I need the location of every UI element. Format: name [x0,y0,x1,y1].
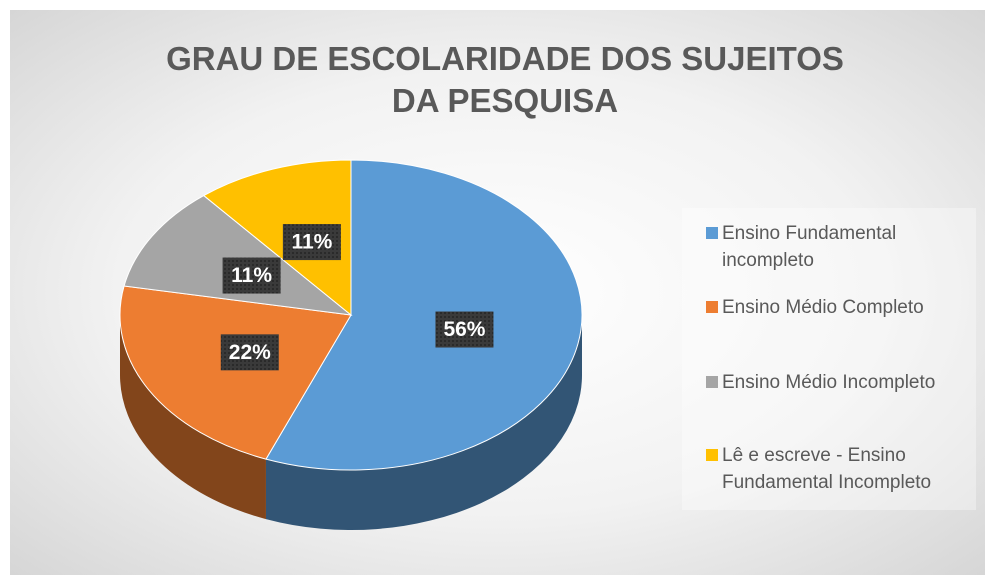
data-label: 11% [231,264,272,287]
pie-slice [265,159,583,471]
pie-slice [202,159,352,317]
data-label-box [222,257,281,294]
pie-side [265,315,582,530]
data-label-box [435,311,494,348]
data-label: 11% [291,231,332,254]
legend-label: Ensino Médio Incompleto [722,372,936,393]
legend-label: Ensino Fundamental incompleto [722,223,897,271]
data-label: 56% [443,318,485,341]
data-label: 22% [229,341,271,364]
legend-label: Ensino Médio Completo [722,297,924,318]
data-label-box [220,334,279,371]
legend-swatch [706,301,718,313]
pie-slice [123,194,353,316]
legend: Ensino Fundamental incompleto Ensino Médi… [682,208,976,510]
data-label-box [282,224,341,261]
legend-swatch [706,227,718,239]
pie-side [120,315,266,520]
pie-slice [119,285,352,460]
legend-swatch [706,449,718,461]
chart-title: GRAU DE ESCOLARIDADE DOS SUJEITOS DA PES… [166,40,844,119]
legend-swatch [706,376,718,388]
legend-label: Lê e escreve - Ensino Fundamental Incomp… [722,445,932,493]
